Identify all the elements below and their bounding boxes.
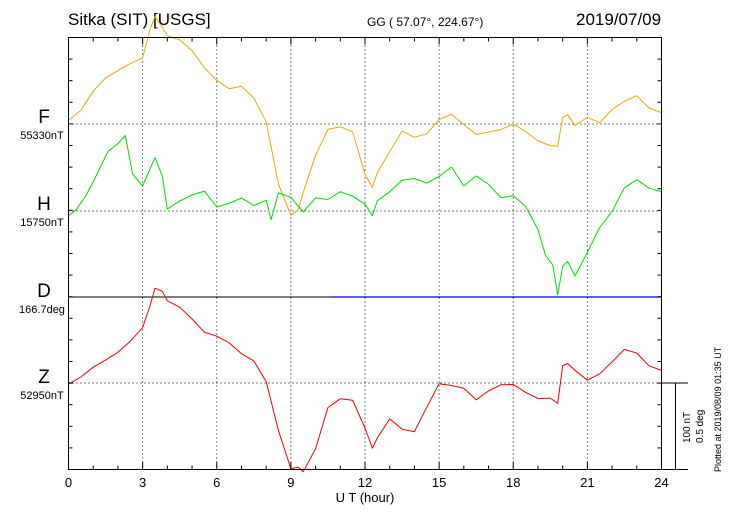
- component-h-baseline: 15750nT: [20, 217, 64, 229]
- component-z-baseline: 52950nT: [20, 390, 64, 402]
- series-line-z: [68, 287, 662, 473]
- component-z-letter: Z: [38, 367, 50, 388]
- x-tick-label-9: 9: [287, 475, 294, 490]
- x-tick-label-18: 18: [506, 475, 520, 490]
- x-tick-label-0: 0: [65, 475, 72, 490]
- x-axis-title: U T (hour): [335, 490, 395, 505]
- component-h-letter: H: [37, 194, 51, 215]
- scale-nt-label: 100 nT: [682, 411, 693, 443]
- component-f-baseline: 55330nT: [20, 130, 64, 142]
- x-tick-label-21: 21: [580, 475, 594, 490]
- tick-layer: [68, 37, 662, 470]
- x-tick-label-6: 6: [213, 475, 220, 490]
- x-tick-label-24: 24: [654, 475, 668, 490]
- scale-deg-label: 0.5 deg: [695, 409, 706, 443]
- station-title: Sitka (SIT) [USGS]: [68, 10, 211, 29]
- component-d-baseline: 166.7deg: [19, 304, 65, 316]
- plotted-timestamp: Plotted at 2019/08/09 01:35 UT: [713, 346, 723, 472]
- x-tick-label-3: 3: [139, 475, 146, 490]
- scale-bar: [662, 382, 688, 470]
- x-tick-label-12: 12: [358, 475, 372, 490]
- series-line-h: [68, 135, 662, 296]
- grid-layer: [68, 37, 662, 470]
- series-layer: [68, 16, 662, 473]
- plot-date: 2019/07/09: [576, 10, 662, 29]
- component-f-letter: F: [38, 107, 50, 128]
- x-tick-label-15: 15: [432, 475, 446, 490]
- tick-label-layer: 0 3 6 9 12 15 18 21 24: [65, 475, 669, 490]
- station-coordinates: GG ( 57.07°, 224.67°): [367, 15, 484, 29]
- series-line-f: [68, 16, 662, 216]
- component-d-letter: D: [37, 281, 51, 302]
